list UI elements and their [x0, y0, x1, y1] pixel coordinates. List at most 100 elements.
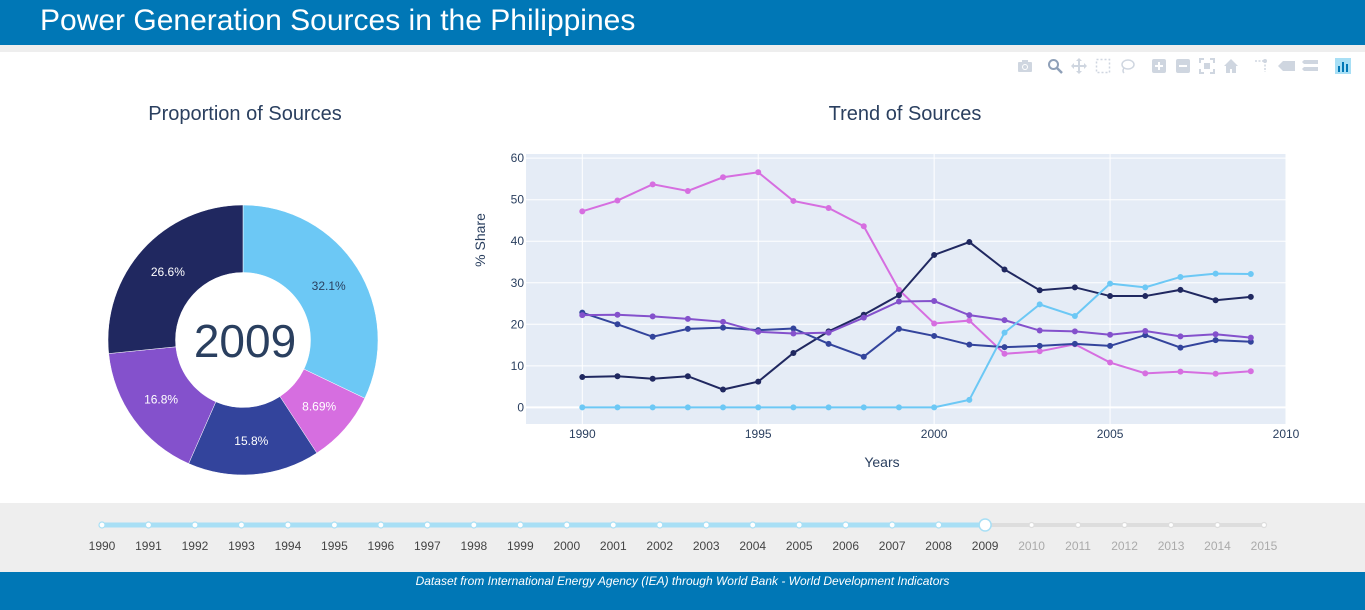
slider-step-dot[interactable]: [330, 521, 338, 529]
plotly-logo-icon[interactable]: [1333, 56, 1353, 76]
data-point[interactable]: [860, 353, 867, 360]
data-point[interactable]: [931, 298, 938, 305]
slider-year-label[interactable]: 1999: [507, 539, 534, 553]
slider-step-dot[interactable]: [609, 521, 617, 529]
data-point[interactable]: [895, 292, 902, 299]
data-point[interactable]: [755, 378, 762, 385]
data-point[interactable]: [966, 396, 973, 403]
slider-step-dot[interactable]: [237, 521, 246, 529]
data-point[interactable]: [1071, 328, 1078, 335]
data-point[interactable]: [720, 404, 727, 411]
data-point[interactable]: [755, 169, 762, 176]
slider-step-dot[interactable]: [1214, 521, 1221, 529]
series-line[interactable]: [582, 240, 1251, 391]
data-point[interactable]: [1247, 338, 1254, 345]
data-point[interactable]: [649, 375, 656, 382]
year-slider[interactable]: 1990 1991 1992 1993 1994 1995 1996 1997 1998 1999…: [0, 503, 1365, 572]
slider-step-dot[interactable]: [795, 521, 803, 529]
slider-year-label[interactable]: 2010: [1018, 539, 1045, 553]
data-point[interactable]: [1212, 297, 1219, 304]
data-point[interactable]: [895, 325, 902, 332]
box-select-icon[interactable]: [1093, 56, 1113, 76]
data-point[interactable]: [579, 208, 586, 215]
slider-step-dot[interactable]: [470, 521, 478, 529]
data-point[interactable]: [1142, 327, 1149, 334]
slider-step-dot[interactable]: [935, 521, 943, 529]
data-point[interactable]: [860, 314, 867, 321]
data-point[interactable]: [1107, 359, 1114, 366]
data-point[interactable]: [1036, 342, 1043, 349]
data-point[interactable]: [684, 315, 691, 322]
data-point[interactable]: [684, 373, 691, 380]
data-point[interactable]: [1001, 317, 1008, 324]
slider-step-dot[interactable]: [888, 521, 896, 529]
data-point[interactable]: [649, 313, 656, 320]
data-point[interactable]: [825, 404, 832, 411]
slider-year-label[interactable]: 2014: [1204, 539, 1231, 553]
slider-step-dot[interactable]: [842, 521, 850, 529]
data-point[interactable]: [614, 311, 621, 318]
slider-step-dot[interactable]: [423, 521, 431, 529]
data-point[interactable]: [1177, 286, 1184, 293]
slider-step-dot[interactable]: [702, 521, 710, 529]
data-point[interactable]: [966, 239, 973, 246]
data-point[interactable]: [649, 404, 656, 411]
data-point[interactable]: [1212, 337, 1219, 344]
data-point[interactable]: [1107, 331, 1114, 338]
data-point[interactable]: [614, 404, 621, 411]
data-point[interactable]: [1247, 334, 1254, 341]
slider-year-label[interactable]: 1995: [321, 539, 348, 553]
data-point[interactable]: [579, 374, 586, 381]
zoom-in-icon[interactable]: [1149, 56, 1169, 76]
data-point[interactable]: [649, 333, 656, 340]
slider-step-dot[interactable]: [1028, 521, 1035, 529]
data-point[interactable]: [966, 317, 973, 324]
data-point[interactable]: [1247, 271, 1254, 278]
slider-year-label[interactable]: 1991: [135, 539, 162, 553]
zoom-out-icon[interactable]: [1173, 56, 1193, 76]
slider-step-dot[interactable]: [1167, 521, 1175, 529]
data-point[interactable]: [790, 349, 797, 356]
hover-closest-icon[interactable]: [1277, 56, 1297, 76]
slider-year-label[interactable]: 2001: [600, 539, 627, 553]
data-point[interactable]: [1071, 340, 1078, 347]
slider-step-dot[interactable]: [284, 521, 292, 529]
data-point[interactable]: [1001, 344, 1008, 351]
data-point[interactable]: [1177, 368, 1184, 375]
slider-step-dot[interactable]: [1121, 521, 1128, 529]
slider-step-dot[interactable]: [656, 521, 664, 529]
data-point[interactable]: [614, 197, 621, 204]
slider-step-dot[interactable]: [516, 521, 524, 529]
data-point[interactable]: [1177, 333, 1184, 340]
data-point[interactable]: [931, 332, 938, 339]
pie-slice[interactable]: [242, 204, 379, 399]
slider-step-dot[interactable]: [749, 521, 757, 529]
data-point[interactable]: [720, 386, 727, 393]
slider-year-label[interactable]: 2012: [1111, 539, 1138, 553]
pie-slice[interactable]: [107, 204, 244, 354]
data-point[interactable]: [790, 330, 797, 337]
data-point[interactable]: [1036, 287, 1043, 294]
data-point[interactable]: [1001, 350, 1008, 357]
data-point[interactable]: [1036, 327, 1043, 334]
slider-step-dot[interactable]: [191, 521, 199, 529]
slider-handle[interactable]: [978, 518, 992, 532]
slider-year-label[interactable]: 2009: [972, 539, 999, 553]
data-point[interactable]: [720, 318, 727, 325]
slider-year-label[interactable]: 2006: [832, 539, 859, 553]
slider-year-label[interactable]: 1997: [414, 539, 441, 553]
data-point[interactable]: [684, 187, 691, 194]
data-point[interactable]: [825, 340, 832, 347]
data-point[interactable]: [1142, 284, 1149, 291]
slider-year-label[interactable]: 1994: [275, 539, 302, 553]
slider-year-label[interactable]: 1996: [368, 539, 395, 553]
series-line[interactable]: [582, 171, 1251, 375]
zoom-icon[interactable]: [1045, 56, 1065, 76]
data-point[interactable]: [579, 312, 586, 319]
slider-year-label[interactable]: 1990: [89, 539, 116, 553]
data-point[interactable]: [1247, 293, 1254, 300]
data-point[interactable]: [966, 312, 973, 319]
data-point[interactable]: [825, 205, 832, 211]
data-point[interactable]: [790, 404, 797, 411]
series-line[interactable]: [582, 272, 1251, 409]
